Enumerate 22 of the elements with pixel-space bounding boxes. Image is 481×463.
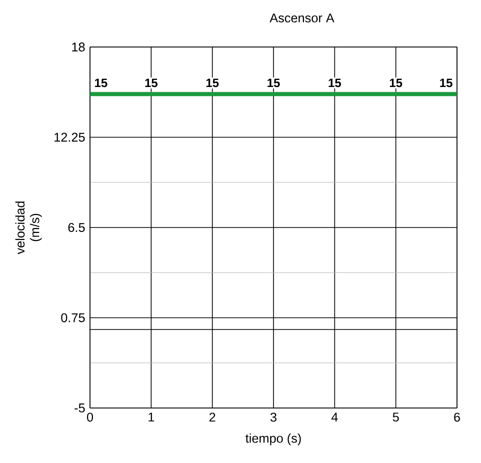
y-tick-label: 18 (72, 42, 85, 52)
chart-title: Ascensor A (270, 14, 334, 22)
y-tick-label: -5 (74, 404, 85, 412)
x-tick-label: 1 (148, 412, 154, 422)
x-tick-label: 4 (331, 412, 338, 422)
x-tick-label: 5 (392, 412, 399, 422)
y-axis-title: velocidad (m/s) (15, 202, 42, 254)
y-tick-label: 12.25 (54, 132, 85, 142)
y-tick-label: 0.75 (61, 313, 85, 322)
data-label: 15 (145, 78, 158, 88)
data-label: 15 (328, 78, 341, 88)
data-label: 15 (440, 78, 452, 88)
x-axis-title: tiempo (s) (246, 433, 301, 446)
x-tick-label: 2 (209, 412, 216, 422)
x-tick-label: 0 (86, 412, 94, 422)
x-tick-label: 6 (454, 412, 460, 422)
data-label: 15 (95, 78, 108, 88)
data-label: 15 (268, 78, 280, 88)
x-tick-label: 3 (270, 412, 276, 422)
data-label: 15 (390, 78, 402, 88)
data-label: 15 (206, 78, 219, 88)
y-tick-label: 6.5 (68, 223, 85, 232)
